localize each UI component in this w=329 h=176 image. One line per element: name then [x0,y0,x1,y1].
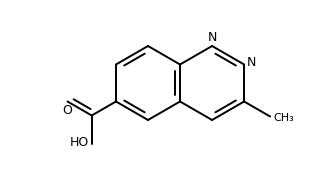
Text: N: N [247,56,257,69]
Text: CH₃: CH₃ [273,112,294,122]
Text: HO: HO [69,136,89,149]
Text: N: N [207,31,217,44]
Text: O: O [63,105,72,118]
